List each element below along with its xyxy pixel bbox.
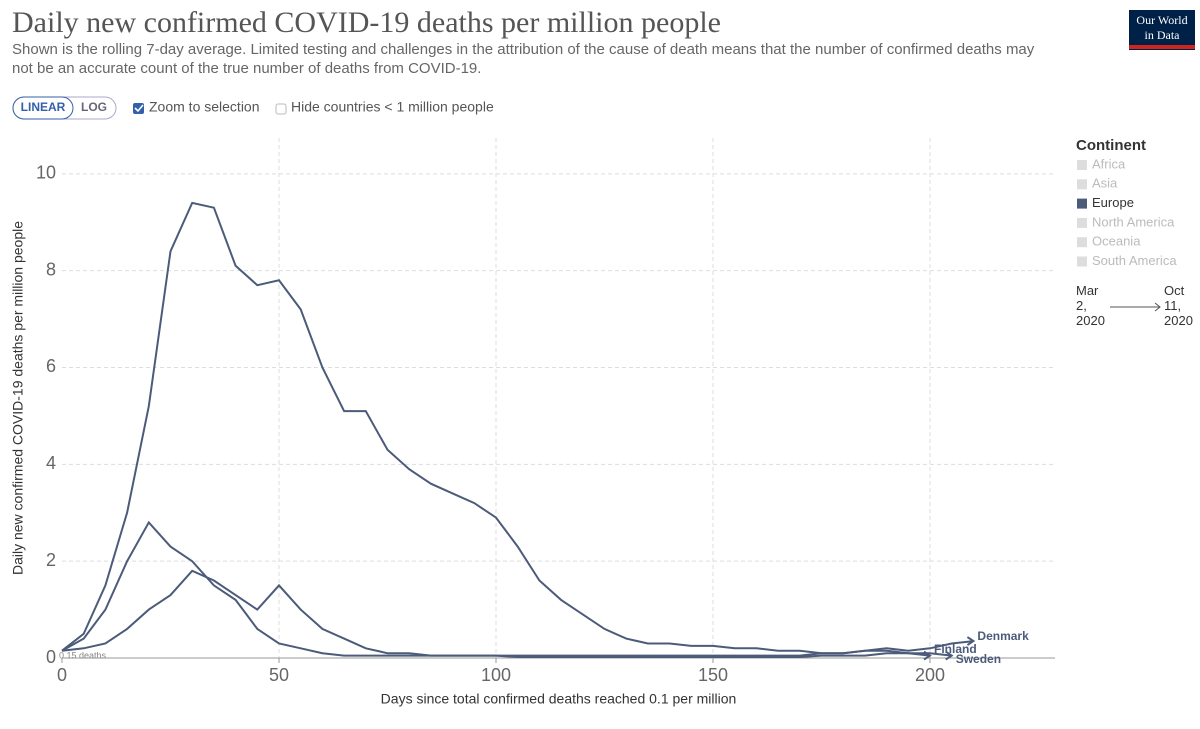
y-tick-label: 6 (46, 356, 56, 376)
logo[interactable] (1129, 10, 1195, 50)
hide-checkbox[interactable] (275, 103, 287, 115)
logo-bar (1129, 45, 1195, 49)
y-tick-label: 8 (46, 259, 56, 279)
logo-text: Our World (1136, 13, 1187, 27)
legend-item[interactable]: North America (1092, 214, 1175, 229)
legend-item[interactable]: Africa (1092, 156, 1126, 171)
line-end-arrow (923, 650, 932, 661)
series-label: Denmark (977, 629, 1029, 643)
subtitle: Shown is the rolling 7-day average. Limi… (12, 41, 1035, 77)
series-label: Finland (934, 642, 977, 656)
legend-swatch (1077, 256, 1087, 267)
x-axis-label: Days since total confirmed deaths reache… (381, 691, 737, 707)
line-end-arrow (966, 636, 976, 646)
legend-item[interactable]: South America (1092, 253, 1177, 268)
check-icon (134, 104, 144, 113)
x-tick-label: 100 (481, 665, 511, 685)
hide-label[interactable]: Hide countries < 1 million people (291, 99, 494, 115)
y-tick-label: 4 (46, 453, 56, 473)
log-label[interactable]: LOG (81, 100, 107, 114)
y-tick-label: 2 (46, 550, 56, 570)
x-tick-label: 150 (698, 665, 728, 685)
chart-title: Daily new confirmed COVID-19 deaths per … (12, 6, 721, 39)
legend-swatch (1077, 237, 1087, 248)
linear-label: LINEAR (21, 100, 66, 114)
line-end-arrow (945, 650, 954, 661)
zoom-checkbox[interactable] (133, 103, 144, 114)
x-tick-label: 0 (57, 665, 67, 685)
series-line (61, 201, 952, 657)
series-label: Sweden (956, 652, 1001, 666)
x-tick-label: 50 (269, 665, 289, 685)
x-tick-label: 200 (915, 665, 945, 685)
y-tick-label: 10 (36, 163, 56, 183)
legend-swatch (1077, 160, 1087, 170)
legend-title: Continent (1076, 137, 1146, 154)
legend-swatch (1077, 198, 1087, 209)
subtitle-box: Shown is the rolling 7-day average. Limi… (12, 41, 1035, 77)
series-line (61, 520, 974, 657)
linear-button[interactable] (12, 96, 74, 120)
legend-item[interactable]: Oceania (1092, 234, 1141, 249)
timeline-start: Mar 2, 2020 (1076, 283, 1105, 328)
logo-text: in Data (1145, 28, 1181, 42)
timeline-slider[interactable] (1110, 302, 1161, 312)
y-tick-label: 0 (46, 647, 56, 667)
legend-item[interactable]: Asia (1092, 176, 1118, 191)
timeline-end: Oct 11, 2020 (1164, 283, 1193, 328)
annotation: 0.15 deaths (59, 650, 107, 660)
legend-swatch (1077, 179, 1087, 190)
y-axis-label: Daily new confirmed COVID-19 deaths per … (10, 221, 26, 575)
legend-swatch (1077, 217, 1087, 228)
legend-item[interactable]: Europe (1092, 195, 1134, 210)
zoom-label[interactable]: Zoom to selection (149, 99, 260, 115)
series-line (61, 569, 931, 658)
